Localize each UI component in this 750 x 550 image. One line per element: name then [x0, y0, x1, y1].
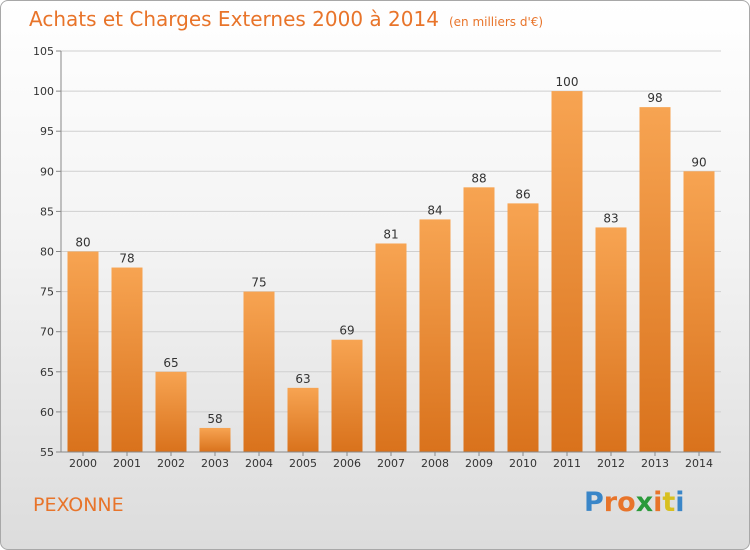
bar: [199, 427, 231, 452]
data-label: 58: [207, 412, 222, 426]
x-tick-label: 2014: [685, 457, 713, 470]
data-label: 65: [163, 356, 178, 370]
data-label: 81: [383, 227, 398, 241]
bar: [639, 107, 671, 452]
bar: [243, 291, 275, 452]
bar: [551, 91, 583, 452]
data-label: 90: [691, 155, 706, 169]
x-tick-label: 2013: [641, 457, 669, 470]
logo-letter: P: [584, 487, 604, 518]
logo-letter: i: [675, 487, 685, 518]
logo-letter: i: [653, 487, 663, 518]
data-labels: 80 78 65 58 75 63 69 81 84 88 86 100 83 98 90: [75, 75, 706, 426]
proxiti-logo: Proxiti: [584, 487, 685, 518]
y-tick-label: 85: [40, 205, 54, 218]
logo-letter: r: [603, 487, 618, 518]
data-label: 78: [119, 252, 134, 266]
y-tick-label: 80: [40, 246, 54, 259]
y-tick-label: 60: [40, 406, 54, 419]
bar: [155, 371, 187, 452]
logo-letter: t: [662, 487, 676, 518]
x-tick-label: 2007: [377, 457, 405, 470]
y-tick-label: 55: [40, 446, 54, 459]
x-tick-label: 2001: [113, 457, 141, 470]
bar: [463, 187, 495, 452]
x-tick-label: 2005: [289, 457, 317, 470]
chart-title: Achats et Charges Externes 2000 à 2014 (e…: [29, 7, 543, 31]
x-tick-label: 2010: [509, 457, 537, 470]
x-tick-label: 2004: [245, 457, 273, 470]
chart-subtitle: (en milliers d'€): [448, 15, 544, 29]
bar: [683, 171, 715, 453]
y-tick-label: 105: [33, 45, 54, 58]
y-tick-label: 65: [40, 366, 54, 379]
x-tick-label: 2011: [553, 457, 581, 470]
x-tick-label: 2000: [69, 457, 97, 470]
data-label: 63: [295, 372, 310, 386]
bars: [67, 91, 715, 453]
data-label: 84: [427, 203, 442, 217]
data-label: 69: [339, 324, 354, 338]
commune-name: PEXONNE: [33, 494, 124, 516]
logo-letter: o: [617, 487, 636, 518]
bar: [331, 339, 363, 452]
logo-letter: x: [635, 487, 654, 518]
x-tick-label: 2006: [333, 457, 361, 470]
chart-title-text: Achats et Charges Externes 2000 à 2014: [29, 7, 439, 31]
data-label: 75: [251, 276, 266, 290]
bar: [507, 203, 539, 452]
y-tick-label: 90: [40, 165, 54, 178]
data-label: 88: [471, 171, 486, 185]
axes: 55 60 65 70 75 80 85 90 95 100 105 2000 2001 2002 2003…: [33, 45, 721, 470]
data-label: 86: [515, 187, 530, 201]
data-label: 100: [556, 75, 579, 89]
x-tick-label: 2009: [465, 457, 493, 470]
y-tick-label: 70: [40, 326, 54, 339]
x-tick-label: 2012: [597, 457, 625, 470]
data-label: 83: [603, 211, 618, 225]
bar: [287, 387, 319, 452]
y-tick-label: 75: [40, 286, 54, 299]
x-tick-label: 2002: [157, 457, 185, 470]
bar: [595, 227, 627, 452]
x-tick-label: 2008: [421, 457, 449, 470]
y-tick-label: 100: [33, 85, 54, 98]
bar: [111, 267, 143, 452]
data-label: 98: [647, 91, 662, 105]
bar: [419, 219, 451, 452]
data-label: 80: [75, 236, 90, 250]
y-tick-label: 95: [40, 125, 54, 138]
x-tick-label: 2003: [201, 457, 229, 470]
bar: [67, 251, 99, 452]
bar: [375, 243, 407, 452]
